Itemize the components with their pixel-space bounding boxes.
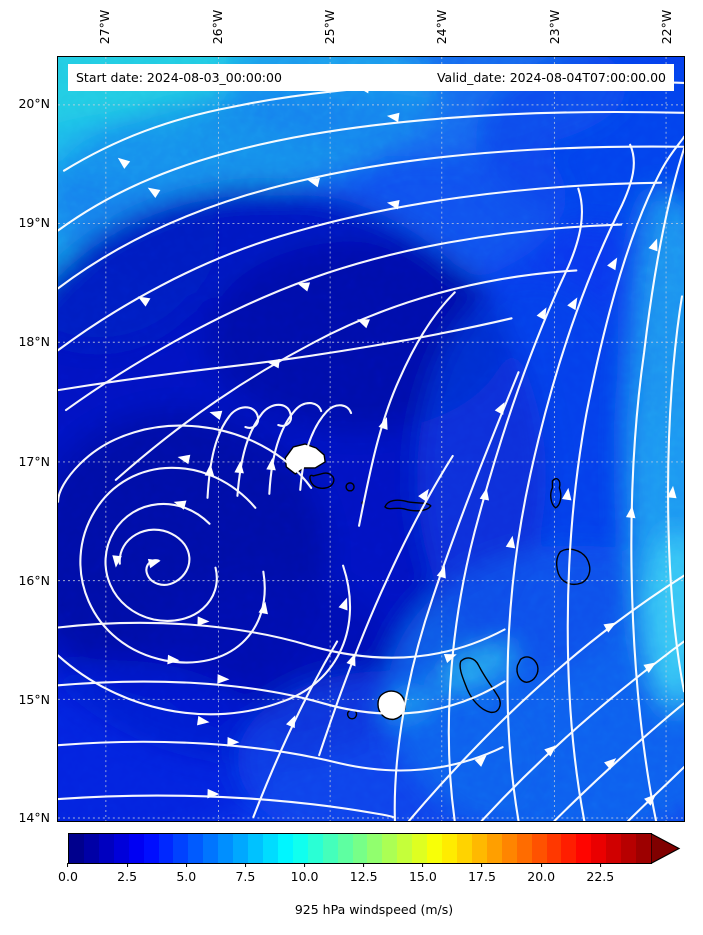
lon-label-26w: 26°W	[210, 9, 225, 45]
colorbar-segment	[397, 834, 413, 863]
colorbar-segment	[546, 834, 562, 863]
colorbar-tick: 22.5	[586, 863, 614, 884]
colorbar-extend-arrow	[651, 833, 681, 864]
colorbar-segment	[606, 834, 622, 863]
colorbar-segment	[501, 834, 517, 863]
colorbar-tick: 17.5	[468, 863, 496, 884]
colorbar-segment	[262, 834, 278, 863]
colorbar-segment	[248, 834, 263, 863]
colorbar-segment	[233, 834, 249, 863]
colorbar-tick: 15.0	[409, 863, 437, 884]
lon-label-25w: 25°W	[322, 9, 337, 45]
colorbar-segment	[486, 834, 502, 863]
colorbar-tick: 5.0	[176, 863, 196, 884]
colorbar-tick: 2.5	[117, 863, 137, 884]
colorbar-segment	[456, 834, 472, 863]
start-date-text: Start date: 2024-08-03_00:00:00	[76, 70, 282, 85]
lat-label-15n: 15°N	[18, 692, 50, 707]
lon-label-23w: 23°W	[547, 9, 562, 45]
colorbar-segment	[471, 834, 487, 863]
lon-label-22w: 22°W	[659, 9, 674, 45]
lat-label-19n: 19°N	[18, 215, 50, 230]
colorbar-tick: 10.0	[291, 863, 319, 884]
colorbar-segment	[128, 834, 144, 863]
colorbar-ticks: 0.0 2.5 5.0 7.5 10.0 12.5 15.0 17.5 20.0 22.5	[58, 863, 650, 899]
colorbar-segment	[98, 834, 114, 863]
colorbar-segment	[591, 834, 607, 863]
colorbar-segment	[113, 834, 129, 863]
islands-layer	[284, 443, 591, 720]
colorbar-segment	[576, 834, 592, 863]
colorbar-segment	[173, 834, 189, 863]
colorbar-segment	[367, 834, 383, 863]
colorbar-label: 925 hPa windspeed (m/s)	[294, 902, 454, 917]
colorbar-segment	[352, 834, 368, 863]
lat-label-17n: 17°N	[18, 454, 50, 469]
date-overlay-bar: Start date: 2024-08-03_00:00:00 Valid_da…	[68, 64, 674, 91]
streamline-arrows	[112, 83, 677, 806]
colorbar	[68, 833, 681, 864]
colorbar-tick: 0.0	[58, 863, 78, 884]
lat-label-16n: 16°N	[18, 573, 50, 588]
colorbar-segment	[143, 834, 159, 863]
valid-date-text: Valid_date: 2024-08-04T07:00:00.00	[436, 70, 666, 85]
map-panel: Start date: 2024-08-03_00:00:00 Valid_da…	[57, 56, 685, 822]
colorbar-segment	[188, 834, 204, 863]
colorbar-segment	[83, 834, 99, 863]
colorbar-segment	[218, 834, 234, 863]
colorbar-segment	[412, 834, 428, 863]
colorbar-segment	[158, 834, 174, 863]
colorbar-tick: 20.0	[527, 863, 555, 884]
island-white-south	[377, 690, 406, 720]
colorbar-segment	[561, 834, 577, 863]
colorbar-segment	[337, 834, 353, 863]
streamline-map-graphic	[58, 57, 684, 821]
lat-label-14n: 14°N	[18, 810, 50, 825]
colorbar-segment	[531, 834, 547, 863]
colorbar-segment	[427, 834, 443, 863]
lon-label-24w: 24°W	[434, 9, 449, 45]
colorbar-segment	[292, 834, 308, 863]
lat-label-18n: 18°N	[18, 334, 50, 349]
colorbar-segment	[442, 834, 457, 863]
lon-label-27w: 27°W	[97, 9, 112, 45]
colorbar-segment	[621, 834, 637, 863]
colorbar-segment	[307, 834, 323, 863]
colorbar-gradient	[68, 833, 652, 864]
colorbar-segment	[203, 834, 219, 863]
colorbar-tick: 12.5	[350, 863, 378, 884]
colorbar-segment	[322, 834, 338, 863]
lat-label-20n: 20°N	[18, 96, 50, 111]
colorbar-segment	[277, 834, 293, 863]
colorbar-segment	[516, 834, 532, 863]
colorbar-tick: 7.5	[235, 863, 255, 884]
colorbar-segment	[636, 834, 651, 863]
colorbar-segment	[69, 834, 84, 863]
colorbar-segment	[382, 834, 398, 863]
